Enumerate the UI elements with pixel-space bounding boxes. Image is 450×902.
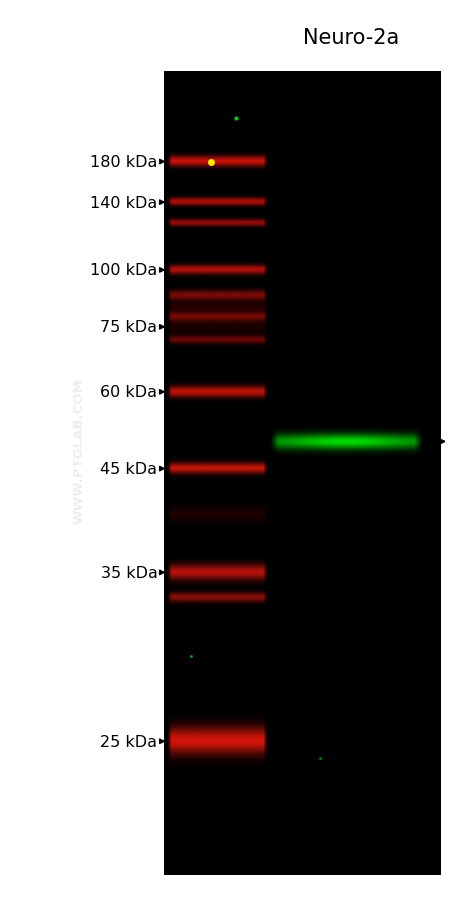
Text: 45 kDa: 45 kDa	[100, 462, 164, 476]
Text: 75 kDa: 75 kDa	[100, 320, 164, 335]
Text: 25 kDa: 25 kDa	[100, 734, 164, 749]
Text: 100 kDa: 100 kDa	[90, 263, 164, 278]
Text: 180 kDa: 180 kDa	[90, 155, 164, 170]
Text: 35 kDa: 35 kDa	[101, 566, 164, 580]
Text: 60 kDa: 60 kDa	[100, 385, 164, 400]
Text: Neuro-2a: Neuro-2a	[303, 28, 399, 48]
Text: WWW.PTGLAB.COM: WWW.PTGLAB.COM	[72, 378, 85, 524]
Text: 140 kDa: 140 kDa	[90, 196, 164, 210]
Bar	[164, 72, 441, 875]
